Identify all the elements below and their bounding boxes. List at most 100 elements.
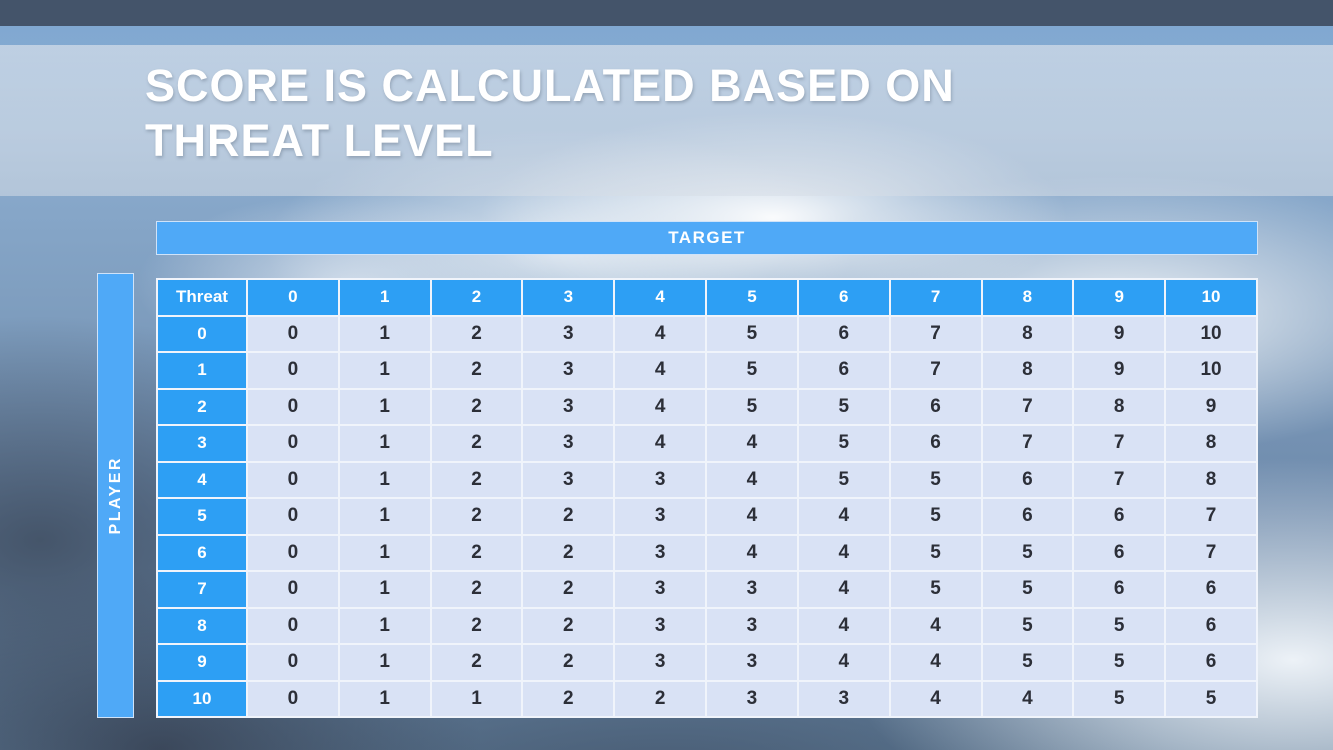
score-cell: 1 xyxy=(337,460,432,499)
score-cell: 0 xyxy=(246,533,340,572)
page-title: SCORE IS CALCULATED BASED ON THREAT LEVE… xyxy=(145,60,955,166)
col-header-cell: 9 xyxy=(1072,278,1167,317)
score-cell: 6 xyxy=(888,424,983,463)
score-cell: 1 xyxy=(337,606,432,645)
score-cell: 4 xyxy=(705,460,799,499)
score-cell: 5 xyxy=(796,424,891,463)
score-cell: 6 xyxy=(1164,643,1258,682)
score-cell: 7 xyxy=(1072,424,1167,463)
row-header-cell: 0 xyxy=(156,314,248,353)
score-cell: 9 xyxy=(1072,314,1167,353)
table-row: 10 0 1 1 2 2 3 3 4 4 5 5 xyxy=(156,679,1258,718)
score-cell: 5 xyxy=(1164,679,1258,718)
score-cell: 5 xyxy=(705,314,799,353)
score-cell: 0 xyxy=(246,643,340,682)
score-cell: 5 xyxy=(888,533,983,572)
score-table: Threat 0 1 2 3 4 5 6 7 8 9 10 0 0 1 2 3 4 5 6 7 8 9 10 1 0 1 2 3 4 5 6 7… xyxy=(156,278,1258,718)
score-cell: 6 xyxy=(796,351,891,390)
score-cell: 6 xyxy=(796,314,891,353)
score-cell: 3 xyxy=(521,424,616,463)
col-header-cell: 7 xyxy=(888,278,983,317)
score-cell: 2 xyxy=(521,679,616,718)
score-cell: 3 xyxy=(705,679,799,718)
score-cell: 2 xyxy=(429,351,524,390)
score-cell: 7 xyxy=(1164,497,1258,536)
col-header-cell: 3 xyxy=(521,278,616,317)
score-cell: 6 xyxy=(1072,570,1167,609)
table-header-row: Threat 0 1 2 3 4 5 6 7 8 9 10 xyxy=(156,278,1258,317)
row-header-cell: 8 xyxy=(156,606,248,645)
score-cell: 2 xyxy=(429,643,524,682)
score-cell: 0 xyxy=(246,387,340,426)
col-header-cell: 5 xyxy=(705,278,799,317)
score-cell: 1 xyxy=(337,314,432,353)
score-cell: 6 xyxy=(1164,606,1258,645)
score-cell: 3 xyxy=(796,679,891,718)
score-cell: 4 xyxy=(613,314,708,353)
row-header-cell: 9 xyxy=(156,643,248,682)
score-cell: 8 xyxy=(1164,424,1258,463)
score-cell: 7 xyxy=(980,424,1075,463)
target-header-label: TARGET xyxy=(668,228,746,247)
score-cell: 5 xyxy=(980,606,1075,645)
score-cell: 2 xyxy=(429,497,524,536)
row-header-cell: 7 xyxy=(156,570,248,609)
score-cell: 1 xyxy=(429,679,524,718)
score-cell: 5 xyxy=(980,570,1075,609)
score-cell: 3 xyxy=(613,533,708,572)
score-cell: 6 xyxy=(888,387,983,426)
col-header-cell: 0 xyxy=(246,278,340,317)
score-cell: 10 xyxy=(1164,351,1258,390)
score-cell: 4 xyxy=(980,679,1075,718)
score-cell: 3 xyxy=(521,314,616,353)
score-cell: 5 xyxy=(796,460,891,499)
col-header-cell: 1 xyxy=(337,278,432,317)
score-cell: 2 xyxy=(521,533,616,572)
col-header-cell: 4 xyxy=(613,278,708,317)
score-cell: 4 xyxy=(796,497,891,536)
score-cell: 1 xyxy=(337,351,432,390)
score-cell: 5 xyxy=(980,643,1075,682)
col-header-cell: 10 xyxy=(1164,278,1258,317)
score-cell: 5 xyxy=(705,351,799,390)
score-cell: 5 xyxy=(796,387,891,426)
score-cell: 5 xyxy=(1072,679,1167,718)
score-cell: 4 xyxy=(888,606,983,645)
score-cell: 1 xyxy=(337,679,432,718)
player-header: PLAYER xyxy=(97,273,134,718)
score-cell: 4 xyxy=(796,570,891,609)
score-cell: 1 xyxy=(337,424,432,463)
score-cell: 6 xyxy=(980,497,1075,536)
score-cell: 3 xyxy=(613,606,708,645)
row-header-cell: 4 xyxy=(156,460,248,499)
score-cell: 5 xyxy=(705,387,799,426)
score-cell: 5 xyxy=(1072,606,1167,645)
score-cell: 4 xyxy=(613,424,708,463)
score-cell: 0 xyxy=(246,351,340,390)
score-cell: 4 xyxy=(888,643,983,682)
score-cell: 3 xyxy=(705,643,799,682)
score-cell: 2 xyxy=(429,314,524,353)
score-cell: 4 xyxy=(796,643,891,682)
score-cell: 8 xyxy=(1072,387,1167,426)
row-header-cell: 10 xyxy=(156,679,248,718)
score-cell: 3 xyxy=(705,606,799,645)
score-cell: 0 xyxy=(246,570,340,609)
score-cell: 3 xyxy=(521,351,616,390)
score-cell: 7 xyxy=(888,351,983,390)
score-cell: 6 xyxy=(1072,533,1167,572)
score-cell: 7 xyxy=(1164,533,1258,572)
score-cell: 2 xyxy=(521,606,616,645)
table-row: 1 0 1 2 3 4 5 6 7 8 9 10 xyxy=(156,351,1258,390)
col-header-cell: 8 xyxy=(980,278,1075,317)
score-cell: 6 xyxy=(980,460,1075,499)
score-cell: 2 xyxy=(521,643,616,682)
corner-cell: Threat xyxy=(156,278,248,317)
score-cell: 2 xyxy=(429,387,524,426)
score-cell: 2 xyxy=(429,424,524,463)
